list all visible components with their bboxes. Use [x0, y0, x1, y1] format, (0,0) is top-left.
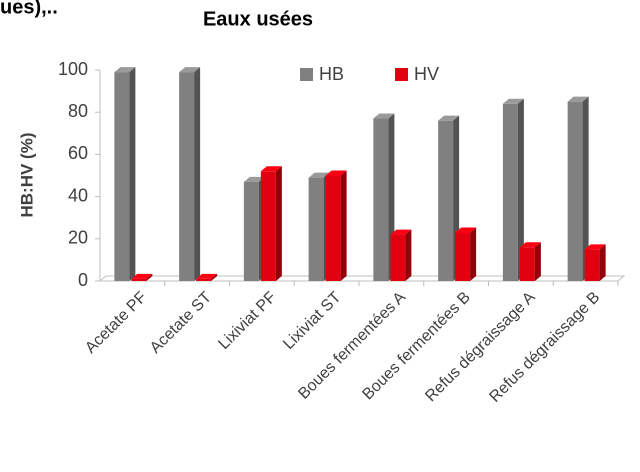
- y-tick-label: 100: [58, 59, 88, 79]
- x-tick-label: Boues fermentées A: [295, 289, 409, 403]
- legend-swatch: [300, 68, 313, 81]
- bar-side: [146, 273, 153, 281]
- bar: [519, 242, 541, 281]
- bar-front: [260, 171, 276, 281]
- bar-front: [373, 118, 389, 281]
- bar-top: [243, 176, 265, 182]
- bar-front: [131, 278, 147, 281]
- bar-front: [196, 278, 212, 281]
- bar: [390, 229, 412, 281]
- bar-top: [455, 227, 477, 233]
- bar-top: [519, 242, 541, 248]
- floor: [98, 275, 626, 282]
- bar-top: [567, 96, 589, 102]
- bar-front: [455, 232, 471, 281]
- bar: [584, 244, 606, 281]
- bar-side: [340, 170, 347, 281]
- y-tick-label: 80: [68, 101, 88, 121]
- x-tick-label: Acetate ST: [147, 289, 215, 357]
- bar-top: [584, 244, 606, 250]
- bar-side: [534, 242, 541, 281]
- x-tick-label: Lixiviat PF: [215, 289, 279, 353]
- bar: [455, 227, 477, 281]
- bar-top: [438, 115, 460, 121]
- bar: [260, 166, 282, 281]
- legend-label: HV: [414, 64, 439, 84]
- bar-top: [308, 172, 330, 178]
- bar-front: [502, 103, 518, 281]
- y-tick-label: 0: [78, 270, 88, 290]
- chart-title: Eaux usées: [203, 8, 313, 30]
- x-tick-label: Acetate PF: [82, 289, 150, 357]
- bar-side: [517, 98, 524, 281]
- bar-top: [502, 98, 524, 104]
- x-tick-label: Boues fermentées B: [359, 289, 474, 404]
- bar-top: [131, 273, 153, 279]
- bar-front: [325, 175, 341, 281]
- bar-front: [308, 177, 324, 281]
- x-tick-label: Lixiviat ST: [280, 289, 344, 353]
- bar-side: [599, 244, 606, 281]
- bar-top: [179, 67, 201, 73]
- bar-front: [390, 234, 406, 281]
- y-tick-label: 40: [68, 185, 88, 205]
- bar-top: [196, 273, 218, 279]
- bar-front: [114, 72, 130, 281]
- bar-front: [567, 101, 583, 282]
- bar-side: [470, 227, 477, 281]
- bar-side: [275, 166, 282, 281]
- bar: [438, 115, 460, 281]
- y-axis-label: HB:HV (%): [17, 133, 36, 218]
- bar-side: [129, 67, 136, 281]
- bar-side: [405, 229, 412, 281]
- bar-front: [519, 247, 535, 281]
- header-fragment: ues),..: [0, 0, 58, 18]
- bar-front: [179, 72, 195, 281]
- bar-side: [582, 96, 589, 282]
- bar-top: [325, 170, 347, 176]
- bar-top: [260, 166, 282, 172]
- y-tick-label: 60: [68, 143, 88, 163]
- bar: [325, 170, 347, 281]
- bar: [567, 96, 589, 282]
- x-tick-label: Refus dégraissage B: [486, 289, 603, 406]
- bar-side: [194, 67, 201, 281]
- bar-top: [114, 67, 136, 73]
- legend-label: HB: [319, 64, 344, 84]
- bar-side: [211, 273, 218, 281]
- bar: [179, 67, 201, 281]
- bar-front: [584, 249, 600, 281]
- bar: [131, 273, 153, 281]
- bar-front: [438, 120, 454, 281]
- bar-front: [243, 181, 259, 281]
- bar-top: [373, 113, 395, 119]
- bar: [196, 273, 218, 281]
- y-tick-label: 20: [68, 228, 88, 248]
- bar: [502, 98, 524, 281]
- bar-top: [390, 229, 412, 235]
- x-tick-label: Refus dégraissage A: [422, 289, 539, 406]
- bar: [114, 67, 136, 281]
- legend-swatch: [395, 68, 408, 81]
